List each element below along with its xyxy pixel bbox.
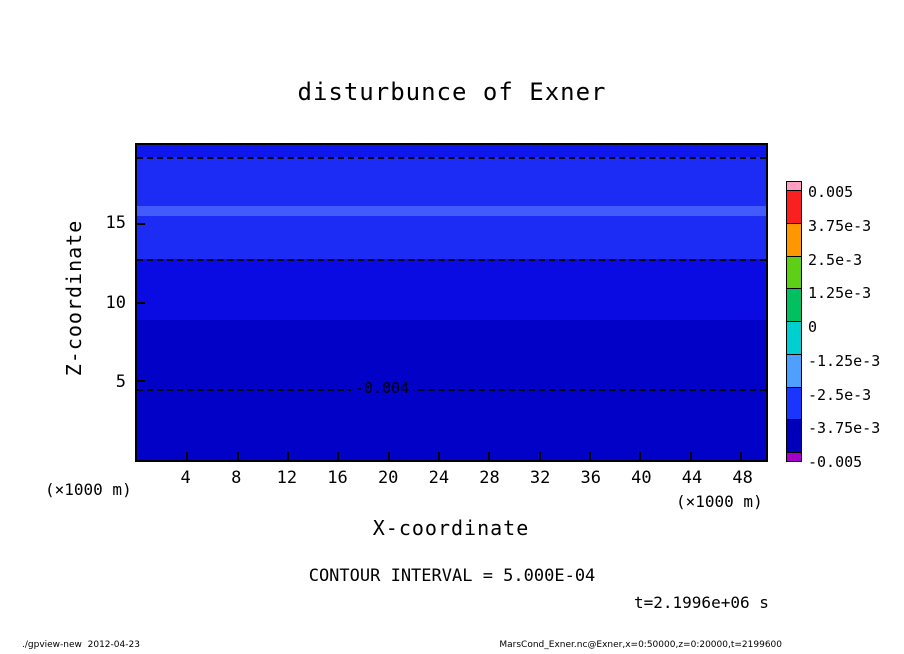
x-tick-labels: 4 8 12 16 20 24 28 32 36 40 44 48 [135,468,768,490]
plot-area: -0.004 [135,143,768,462]
x-tick-label: 48 [732,468,753,488]
contour-interval-text: CONTOUR INTERVAL = 5.000E-04 [308,566,596,586]
x-tick-mark [488,452,491,460]
x-tick-label: 16 [327,468,348,488]
x-axis-title: X-coordinate [372,516,530,540]
x-axis-unit: (×1000 m) [676,492,763,511]
x-tick-label: 12 [276,468,298,488]
x-tick-label: 8 [231,468,242,488]
x-tick-mark [387,452,390,460]
x-tick-label: 40 [631,468,652,488]
colorbar-tick-label: -2.5e-3 [808,385,872,404]
x-tick-label: 28 [479,468,500,488]
x-tick-label: 36 [580,468,601,488]
colorbar-tick-label: -3.75e-3 [808,419,881,438]
y-tick-mark [137,380,145,383]
shade-band [137,258,766,320]
footer-dataset-text: MarsCond_Exner.nc@Exner,x=0:50000,z=0:20… [499,640,782,650]
colorbar-tick-label: 3.75e-3 [808,216,872,235]
colorbar-segment [786,419,802,453]
y-axis-unit: (×1000 m) [45,480,132,499]
x-tick-label: 24 [428,468,450,488]
contour-label: -0.004 [350,380,414,397]
colorbar-labels: 0.005 3.75e-3 2.5e-3 1.25e-3 0 -1.25e-3 -2.5e-… [808,182,900,472]
colorbar-segment [786,386,802,421]
x-tick-mark [739,452,742,460]
colorbar-segment [786,255,802,290]
y-tick-mark [137,301,145,304]
x-tick-label: 44 [681,468,703,488]
colorbar-tick-label: -1.25e-3 [808,351,881,370]
shade-band [137,145,766,157]
y-tick-label: 10 [105,292,126,313]
y-tick-label: 5 [115,372,126,393]
x-tick-mark [236,452,239,460]
x-tick-mark [538,452,541,460]
colorbar-segment [786,353,802,388]
x-tick-label: 32 [529,468,551,488]
colorbar-segment [786,190,802,224]
x-tick-mark [588,452,591,460]
colorbar-tick-label: 2.5e-3 [808,250,863,269]
colorbar-segment [786,222,802,257]
contour-line [137,388,766,391]
shade-band [137,216,766,259]
y-tick-labels: 5 10 15 [84,143,126,462]
colorbar-segment [786,321,802,355]
colorbar-segment [786,452,802,462]
time-stamp-text: t=2.1996e+06 s [634,593,769,612]
x-tick-mark [639,452,642,460]
y-tick-mark [137,222,145,225]
shade-band [137,206,766,217]
colorbar-tick-label: 0.005 [808,183,854,201]
colorbar-tick-label: -0.005 [808,453,863,471]
colorbar-tick-label: 1.25e-3 [808,284,872,303]
y-axis-title: Z-coordinate [62,219,86,377]
colorbar-tick-label: 0 [808,318,818,336]
x-tick-mark [186,452,189,460]
shade-band [137,156,766,207]
contour-line [137,156,766,159]
x-tick-label: 20 [377,468,399,488]
x-tick-mark [337,452,340,460]
x-tick-mark [437,452,440,460]
x-tick-mark [689,452,692,460]
x-tick-label: 4 [180,468,191,488]
x-tick-mark [286,452,289,460]
contour-line [137,258,766,261]
chart-title: disturbunce of Exner [297,78,607,106]
footer-command-text: ./gpview-new 2012-04-23 [22,640,140,650]
y-tick-label: 15 [105,212,126,233]
colorbar [786,181,802,462]
colorbar-segment [786,288,802,322]
